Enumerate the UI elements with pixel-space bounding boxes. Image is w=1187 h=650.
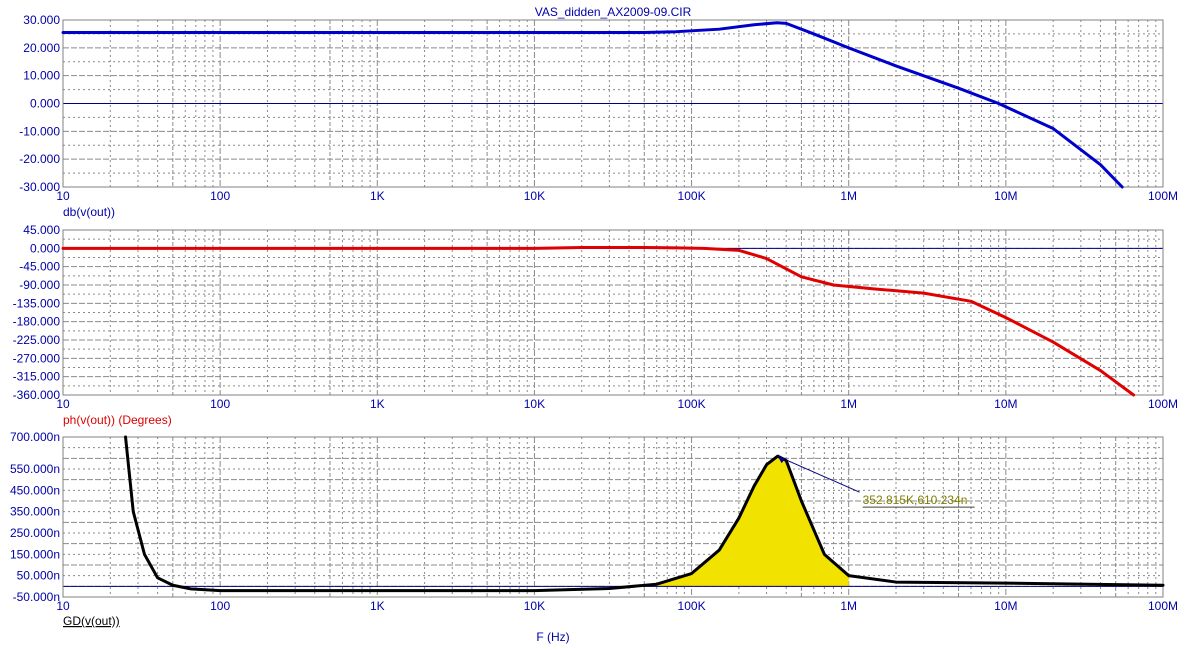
y-tick-label: 10.000 bbox=[23, 69, 60, 83]
x-tick-label: 100M bbox=[1148, 599, 1178, 613]
group-delay-area bbox=[609, 456, 849, 587]
x-tick-label: 10M bbox=[994, 599, 1017, 613]
panel-gd: 700.000n 550.000n 450.000n 350.000n 250.000n… bbox=[10, 430, 1178, 628]
x-tick-label: 100M bbox=[1148, 189, 1178, 203]
plot-frame bbox=[62, 436, 1164, 598]
y-tick-label: -10.000 bbox=[19, 124, 60, 138]
plot-frame bbox=[62, 19, 1164, 188]
x-tick-label: 100K bbox=[678, 397, 706, 411]
x-tick-label: 1K bbox=[370, 397, 385, 411]
y-tick-label: 700.000n bbox=[10, 430, 60, 444]
x-tick-label: 1K bbox=[370, 189, 385, 203]
y-tick-label: 45.000 bbox=[23, 223, 60, 237]
series-line-mag bbox=[61, 21, 1124, 189]
y-tick-label: 350.000n bbox=[10, 505, 60, 519]
y-tick-label: 0.000 bbox=[30, 241, 60, 255]
x-tick-label: 1M bbox=[840, 599, 857, 613]
y-tick-label: -180.000 bbox=[13, 315, 61, 329]
annotation-label: 352.815K,610.234n bbox=[863, 493, 968, 507]
y-tick-label: -270.000 bbox=[13, 351, 61, 365]
y-tick-label: -50.000n bbox=[13, 590, 60, 604]
x-tick-label: 100K bbox=[678, 599, 706, 613]
x-tick-label: 10M bbox=[994, 397, 1017, 411]
y-tick-label: -135.000 bbox=[13, 296, 61, 310]
y-tick-label: 30.000 bbox=[23, 13, 60, 27]
x-tick-label: 1K bbox=[370, 599, 385, 613]
x-tick-label: 1M bbox=[840, 397, 857, 411]
y-tick-label: -30.000 bbox=[19, 180, 60, 194]
y-tick-label: 150.000n bbox=[10, 547, 60, 561]
x-axis-label: F (Hz) bbox=[536, 630, 569, 644]
series-line-phase bbox=[61, 246, 1136, 397]
x-tick-label: 100 bbox=[210, 189, 230, 203]
y-tick-label: -20.000 bbox=[19, 152, 60, 166]
x-tick-label: 10 bbox=[56, 599, 70, 613]
plot-frame bbox=[62, 229, 1164, 396]
y-tick-label: 550.000n bbox=[10, 462, 60, 476]
panel-phase: 45.000 0.000 -45.000 -90.000 -135.000 -180.00… bbox=[13, 223, 1178, 427]
x-tick-label: 10 bbox=[56, 397, 70, 411]
y-tick-label: -225.000 bbox=[13, 333, 61, 347]
series-label-gd: GD(v(out)) bbox=[63, 614, 120, 628]
y-tick-label: -45.000 bbox=[19, 260, 60, 274]
x-tick-label: 10M bbox=[994, 189, 1017, 203]
y-tick-label: -90.000 bbox=[19, 278, 60, 292]
x-tick-label: 100 bbox=[210, 397, 230, 411]
series-label-phase: ph(v(out)) (Degrees) bbox=[63, 413, 172, 427]
chart-title: VAS_didden_AX2009-09.CIR bbox=[535, 5, 692, 19]
x-tick-label: 100K bbox=[678, 189, 706, 203]
annotation-pointer bbox=[777, 455, 860, 493]
y-tick-label: 450.000n bbox=[10, 483, 60, 497]
annotation-arrow-icon bbox=[777, 456, 786, 464]
x-tick-label: 10K bbox=[524, 189, 545, 203]
y-tick-label: -315.000 bbox=[13, 370, 61, 384]
y-tick-label: -360.000 bbox=[13, 388, 61, 402]
x-tick-label: 10K bbox=[524, 397, 545, 411]
x-tick-label: 10K bbox=[524, 599, 545, 613]
x-tick-label: 10 bbox=[56, 189, 70, 203]
x-tick-label: 1M bbox=[840, 189, 857, 203]
y-tick-label: 50.000n bbox=[17, 569, 60, 583]
x-tick-label: 100M bbox=[1148, 397, 1178, 411]
x-tick-label: 100 bbox=[210, 599, 230, 613]
series-line-gd bbox=[124, 435, 1165, 593]
series-label-mag: db(v(out)) bbox=[63, 205, 115, 219]
panel-mag: 30.000 20.000 10.000 0.000 -10.000 -20.000 -30… bbox=[19, 13, 1178, 219]
y-tick-label: 0.000 bbox=[30, 97, 60, 111]
y-tick-label: 20.000 bbox=[23, 41, 60, 55]
y-tick-label: 250.000n bbox=[10, 526, 60, 540]
